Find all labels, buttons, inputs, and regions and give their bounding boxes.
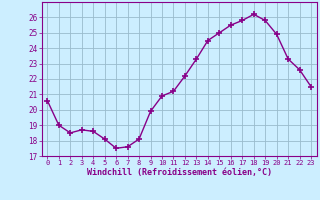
X-axis label: Windchill (Refroidissement éolien,°C): Windchill (Refroidissement éolien,°C) xyxy=(87,168,272,177)
